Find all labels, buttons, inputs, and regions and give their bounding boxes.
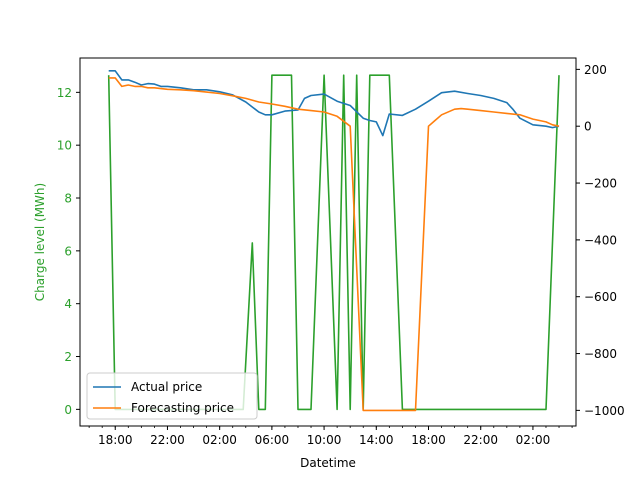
x-tick-label: 02:00 [516, 433, 551, 447]
y-left-tick-label: 6 [64, 244, 72, 258]
y-axis-label-left: Charge level (MWh) [33, 183, 47, 301]
series-line-actual-price [108, 70, 560, 137]
y-right-tick-label: −200 [584, 177, 617, 191]
y-left-tick-label: 12 [57, 86, 72, 100]
legend-label-actual: Actual price [131, 380, 202, 394]
y-left-tick-label: 4 [64, 297, 72, 311]
y-right-tick-label: 0 [584, 120, 592, 134]
y-right-tick-label: −1000 [584, 404, 625, 418]
y-right-tick-label: −400 [584, 233, 617, 247]
y-left-tick-label: 2 [64, 350, 72, 364]
y-right-tick-label: 200 [584, 63, 607, 77]
x-tick-label: 06:00 [255, 433, 290, 447]
legend-label-forecast: Forecasting price [131, 401, 234, 415]
legend: Actual price Forecasting price [86, 372, 258, 420]
x-tick-label: 02:00 [202, 433, 237, 447]
plot-frame [79, 57, 577, 427]
x-tick-label: 22:00 [463, 433, 498, 447]
y-left-tick-label: 8 [64, 192, 72, 206]
x-tick-label: 18:00 [98, 433, 133, 447]
y-left-tick-label: 10 [57, 139, 72, 153]
y-left-tick-label: 0 [64, 403, 72, 417]
legend-box [86, 372, 258, 420]
x-tick-label: 14:00 [359, 433, 394, 447]
right-axis: 200 0 −200 −400 −600 −800 −1000 [576, 63, 625, 418]
x-axis: 18:00 22:00 02:00 06:00 10:00 14:00 18:00 22:00… [88, 426, 573, 447]
lines-layer [107, 70, 560, 412]
y-right-tick-label: −600 [584, 290, 617, 304]
x-tick-label: 22:00 [150, 433, 185, 447]
series-line-charge-level [107, 74, 560, 411]
left-axis: 0 2 4 6 8 10 12 [57, 86, 80, 417]
series-line-forecasting-price [108, 77, 560, 412]
x-axis-label: Datetime [300, 456, 356, 470]
x-tick-label: 10:00 [307, 433, 342, 447]
y-right-tick-label: −800 [584, 347, 617, 361]
x-tick-label: 18:00 [411, 433, 446, 447]
